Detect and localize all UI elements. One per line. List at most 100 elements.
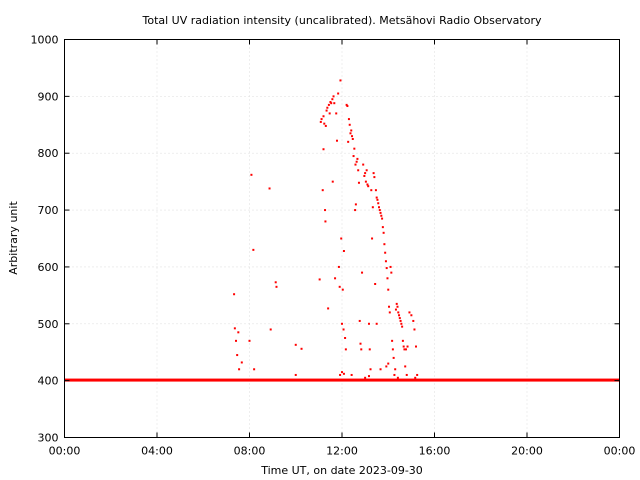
data-point	[330, 102, 333, 105]
data-point	[356, 157, 359, 160]
data-point	[394, 368, 397, 371]
data-point	[370, 189, 373, 192]
data-point	[416, 373, 419, 376]
data-point	[384, 251, 387, 254]
data-point	[331, 98, 334, 101]
data-point	[404, 348, 407, 351]
data-point	[341, 288, 344, 291]
y-tick-label: 1000	[31, 34, 59, 47]
x-axis-ticks: 00:00 04:00 08:00 12:00 16:00 20:00 00:00	[49, 39, 636, 458]
data-point	[357, 181, 360, 184]
data-point	[387, 362, 390, 365]
data-point	[329, 101, 332, 104]
data-point	[354, 163, 357, 166]
data-point	[387, 288, 390, 291]
data-point	[352, 155, 355, 158]
data-point	[233, 293, 236, 296]
data-point	[372, 172, 375, 175]
data-point	[294, 343, 297, 346]
data-point	[367, 375, 370, 378]
data-point	[355, 160, 358, 163]
data-point	[269, 328, 272, 331]
data-point	[374, 189, 377, 192]
data-point	[344, 348, 347, 351]
data-point	[349, 132, 352, 135]
data-point	[324, 209, 327, 212]
data-point	[367, 322, 370, 325]
data-point	[324, 124, 327, 127]
data-point	[354, 203, 357, 206]
data-point	[404, 365, 407, 368]
data-point	[341, 322, 343, 325]
data-point	[388, 311, 391, 314]
data-point	[391, 348, 394, 351]
data-point	[380, 214, 383, 217]
data-point	[342, 372, 345, 375]
y-tick-label: 800	[38, 147, 59, 160]
data-point	[366, 183, 369, 186]
data-point	[408, 311, 411, 314]
data-point	[399, 319, 402, 322]
data-point	[250, 173, 253, 176]
data-point	[369, 368, 372, 371]
data-point	[391, 339, 394, 342]
data-point	[319, 120, 322, 123]
data-point	[382, 231, 385, 234]
data-point	[332, 95, 335, 98]
data-point	[351, 135, 354, 138]
data-point	[403, 348, 406, 351]
data-point	[395, 302, 398, 305]
x-axis-label: Time UT, on date 2023-09-30	[260, 464, 423, 477]
data-point	[339, 79, 342, 82]
y-tick-label: 400	[38, 375, 59, 388]
data-point	[375, 322, 378, 325]
data-point	[394, 308, 397, 311]
data-point	[401, 339, 404, 342]
data-point	[400, 322, 403, 325]
data-point	[348, 123, 351, 126]
data-point	[300, 347, 303, 350]
data-point	[344, 337, 347, 339]
data-point	[386, 277, 389, 280]
data-point	[350, 129, 353, 132]
data-points	[64, 79, 620, 382]
data-point	[363, 174, 366, 177]
y-tick-label: 700	[38, 204, 59, 217]
y-tick-label: 900	[38, 90, 59, 103]
data-point	[401, 325, 404, 328]
data-point	[321, 189, 324, 192]
x-tick-label: 00:00	[49, 445, 81, 458]
data-point	[364, 376, 367, 379]
x-tick-label: 12:00	[326, 445, 358, 458]
data-point	[410, 314, 413, 317]
data-point	[376, 198, 379, 201]
y-axis-ticks: 300 400 500 600 700 800 900 1000	[31, 34, 620, 445]
data-point	[402, 345, 405, 348]
y-tick-label: 600	[38, 261, 59, 274]
data-point	[327, 103, 330, 106]
data-point	[342, 250, 345, 253]
data-point	[323, 122, 326, 125]
data-point	[406, 345, 409, 348]
data-point	[340, 237, 343, 240]
data-point	[359, 342, 362, 345]
data-point	[377, 202, 380, 205]
x-tick-label: 04:00	[141, 445, 173, 458]
data-point	[328, 112, 331, 115]
data-point	[351, 138, 354, 140]
data-point	[274, 281, 277, 284]
data-point	[378, 206, 380, 209]
data-point	[342, 328, 345, 331]
data-point	[415, 345, 417, 348]
data-point	[347, 118, 350, 121]
data-point	[350, 373, 353, 376]
data-point	[337, 265, 340, 268]
data-point	[412, 319, 415, 322]
data-point	[381, 226, 384, 229]
x-tick-label: 00:00	[604, 445, 636, 458]
data-point	[398, 317, 401, 320]
data-point	[413, 328, 416, 331]
data-point	[378, 209, 381, 212]
data-point	[325, 109, 328, 112]
